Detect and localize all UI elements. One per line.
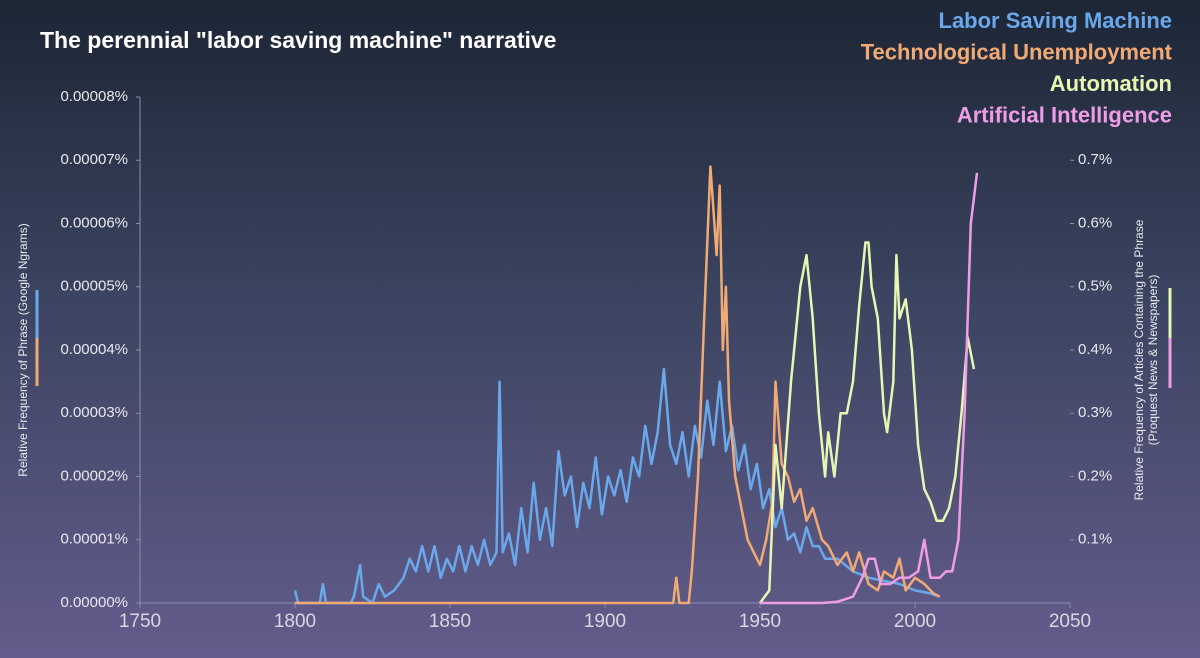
x-tick-label: 1950 [739,611,781,632]
y2-tick-label: 0.7% [1078,151,1112,168]
chart-title: The perennial "labor saving machine" nar… [40,27,556,53]
y-tick-label: 0.00004% [60,341,128,358]
y2-tick-label: 0.3% [1078,404,1112,421]
x-tick-label: 1800 [274,611,316,632]
y2-tick-label: 0.1% [1078,531,1112,548]
y-axis-label: Relative Frequency of Phrase (Google Ngr… [16,223,30,476]
series-line [758,241,976,604]
y-tick-label: 0.00002% [60,467,128,484]
y2-tick-label: 0.6% [1078,214,1112,231]
y-tick-label: 0.00008% [60,88,128,105]
y-tick-label: 0.00003% [60,404,128,421]
y-tick-label: 0.00001% [60,531,128,548]
y2-axis-label: Relative Frequency of Articles Containin… [1132,219,1146,500]
y-tick-label: 0.00006% [60,214,128,231]
x-tick-label: 2000 [894,611,936,632]
x-tick-label: 1750 [119,611,161,632]
series-line [295,165,941,605]
x-tick-label: 1900 [584,611,626,632]
y-tick-label: 0.00000% [60,594,128,611]
y-tick-label: 0.00005% [60,278,128,295]
legend-entry: Labor Saving Machine [939,8,1173,33]
y2-tick-label: 0.2% [1078,467,1112,484]
legend-entry: Artificial Intelligence [957,102,1172,127]
y2-tick-label: 0.4% [1078,341,1112,358]
x-tick-label: 2050 [1049,611,1091,632]
y-tick-label: 0.00007% [60,151,128,168]
series-line [760,172,979,605]
legend-entry: Technological Unemployment [861,39,1173,64]
x-tick-label: 1850 [429,611,471,632]
legend-entry: Automation [1050,71,1172,96]
y2-tick-label: 0.5% [1078,278,1112,295]
y2-axis-label: (Proquest News & Newspapers) [1146,275,1160,446]
